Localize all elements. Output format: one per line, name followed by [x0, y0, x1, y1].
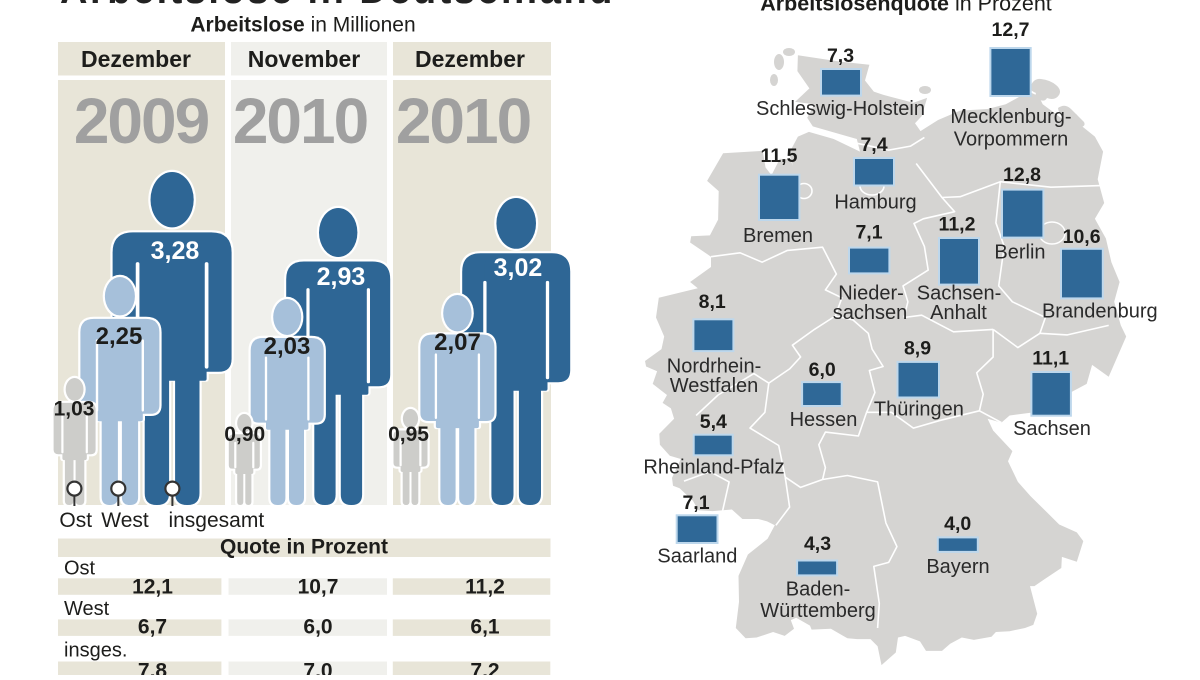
svg-text:7,2: 7,2 [470, 660, 499, 676]
svg-text:7,3: 7,3 [827, 45, 854, 67]
svg-text:4,3: 4,3 [804, 533, 831, 555]
svg-text:6,7: 6,7 [138, 616, 167, 639]
svg-text:Bayern: Bayern [926, 556, 989, 578]
svg-text:Hamburg: Hamburg [834, 192, 916, 214]
svg-text:sachsen: sachsen [833, 302, 908, 324]
svg-text:November: November [248, 46, 361, 72]
svg-text:11,1: 11,1 [1032, 348, 1069, 370]
svg-text:11,2: 11,2 [939, 213, 976, 235]
svg-text:Hessen: Hessen [790, 409, 858, 431]
svg-text:7,4: 7,4 [860, 134, 887, 156]
svg-text:Arbeitslose in Millionen: Arbeitslose in Millionen [190, 14, 415, 37]
svg-text:11,5: 11,5 [761, 145, 798, 167]
svg-text:2,93: 2,93 [317, 263, 366, 291]
svg-text:4,0: 4,0 [944, 513, 971, 535]
svg-text:Ost: Ost [59, 509, 92, 532]
svg-text:Berlin: Berlin [994, 242, 1045, 264]
svg-text:Quote in Prozent: Quote in Prozent [220, 536, 388, 559]
svg-text:2,07: 2,07 [434, 329, 481, 356]
svg-text:6,1: 6,1 [470, 616, 500, 639]
svg-text:5,4: 5,4 [700, 411, 727, 433]
svg-text:Saarland: Saarland [657, 545, 737, 567]
svg-text:Brandenburg: Brandenburg [1042, 301, 1158, 323]
svg-text:2,25: 2,25 [96, 323, 143, 350]
svg-text:Vorpommern: Vorpommern [954, 129, 1069, 151]
svg-text:7,1: 7,1 [855, 222, 882, 244]
svg-text:Sachsen-: Sachsen- [917, 282, 1002, 304]
svg-text:10,6: 10,6 [1063, 226, 1101, 248]
svg-text:West: West [64, 598, 110, 620]
svg-text:Ost: Ost [64, 558, 96, 580]
svg-text:Anhalt: Anhalt [930, 302, 987, 324]
svg-text:Württemberg: Württemberg [760, 600, 876, 622]
svg-text:6,0: 6,0 [809, 359, 836, 381]
svg-text:3,02: 3,02 [494, 254, 543, 282]
svg-text:Mecklenburg-: Mecklenburg- [950, 106, 1071, 128]
svg-text:Bremen: Bremen [743, 225, 813, 247]
svg-text:7,1: 7,1 [682, 492, 709, 514]
svg-text:insgesamt: insgesamt [168, 509, 264, 532]
svg-text:12,1: 12,1 [132, 575, 173, 598]
svg-text:7,0: 7,0 [303, 660, 332, 676]
svg-text:2010: 2010 [396, 85, 530, 157]
svg-text:West: West [101, 509, 149, 532]
svg-text:12,7: 12,7 [992, 19, 1030, 41]
svg-text:Rheinland-Pfalz: Rheinland-Pfalz [643, 456, 784, 478]
svg-text:7,8: 7,8 [138, 660, 168, 676]
svg-text:Arbeitslose in Deutschland: Arbeitslose in Deutschland [60, 0, 615, 12]
svg-text:Schleswig-Holstein: Schleswig-Holstein [756, 98, 925, 120]
svg-text:2010: 2010 [233, 85, 367, 157]
svg-text:6,0: 6,0 [303, 616, 332, 639]
svg-text:2,03: 2,03 [264, 333, 311, 360]
svg-text:Nieder-: Nieder- [838, 282, 904, 304]
svg-text:Baden-: Baden- [786, 579, 851, 601]
svg-text:Arbeitslosenquote in Prozent: Arbeitslosenquote in Prozent [760, 0, 1052, 16]
svg-text:Westfalen: Westfalen [670, 375, 759, 397]
svg-text:10,7: 10,7 [298, 575, 339, 598]
svg-text:12,8: 12,8 [1003, 164, 1041, 186]
svg-text:0,90: 0,90 [224, 423, 265, 446]
svg-text:8,1: 8,1 [699, 291, 726, 313]
svg-text:2009: 2009 [74, 85, 209, 157]
svg-text:Sachsen: Sachsen [1013, 418, 1091, 440]
svg-text:insges.: insges. [64, 640, 127, 662]
svg-text:0,95: 0,95 [388, 423, 429, 446]
svg-text:3,28: 3,28 [151, 237, 200, 265]
svg-text:11,2: 11,2 [465, 575, 505, 598]
svg-text:Thüringen: Thüringen [874, 399, 964, 421]
svg-text:1,03: 1,03 [54, 398, 95, 421]
svg-text:Dezember: Dezember [415, 46, 525, 72]
svg-text:Dezember: Dezember [81, 46, 191, 72]
svg-text:8,9: 8,9 [904, 337, 931, 359]
svg-text:Nordrhein-: Nordrhein- [667, 355, 761, 377]
